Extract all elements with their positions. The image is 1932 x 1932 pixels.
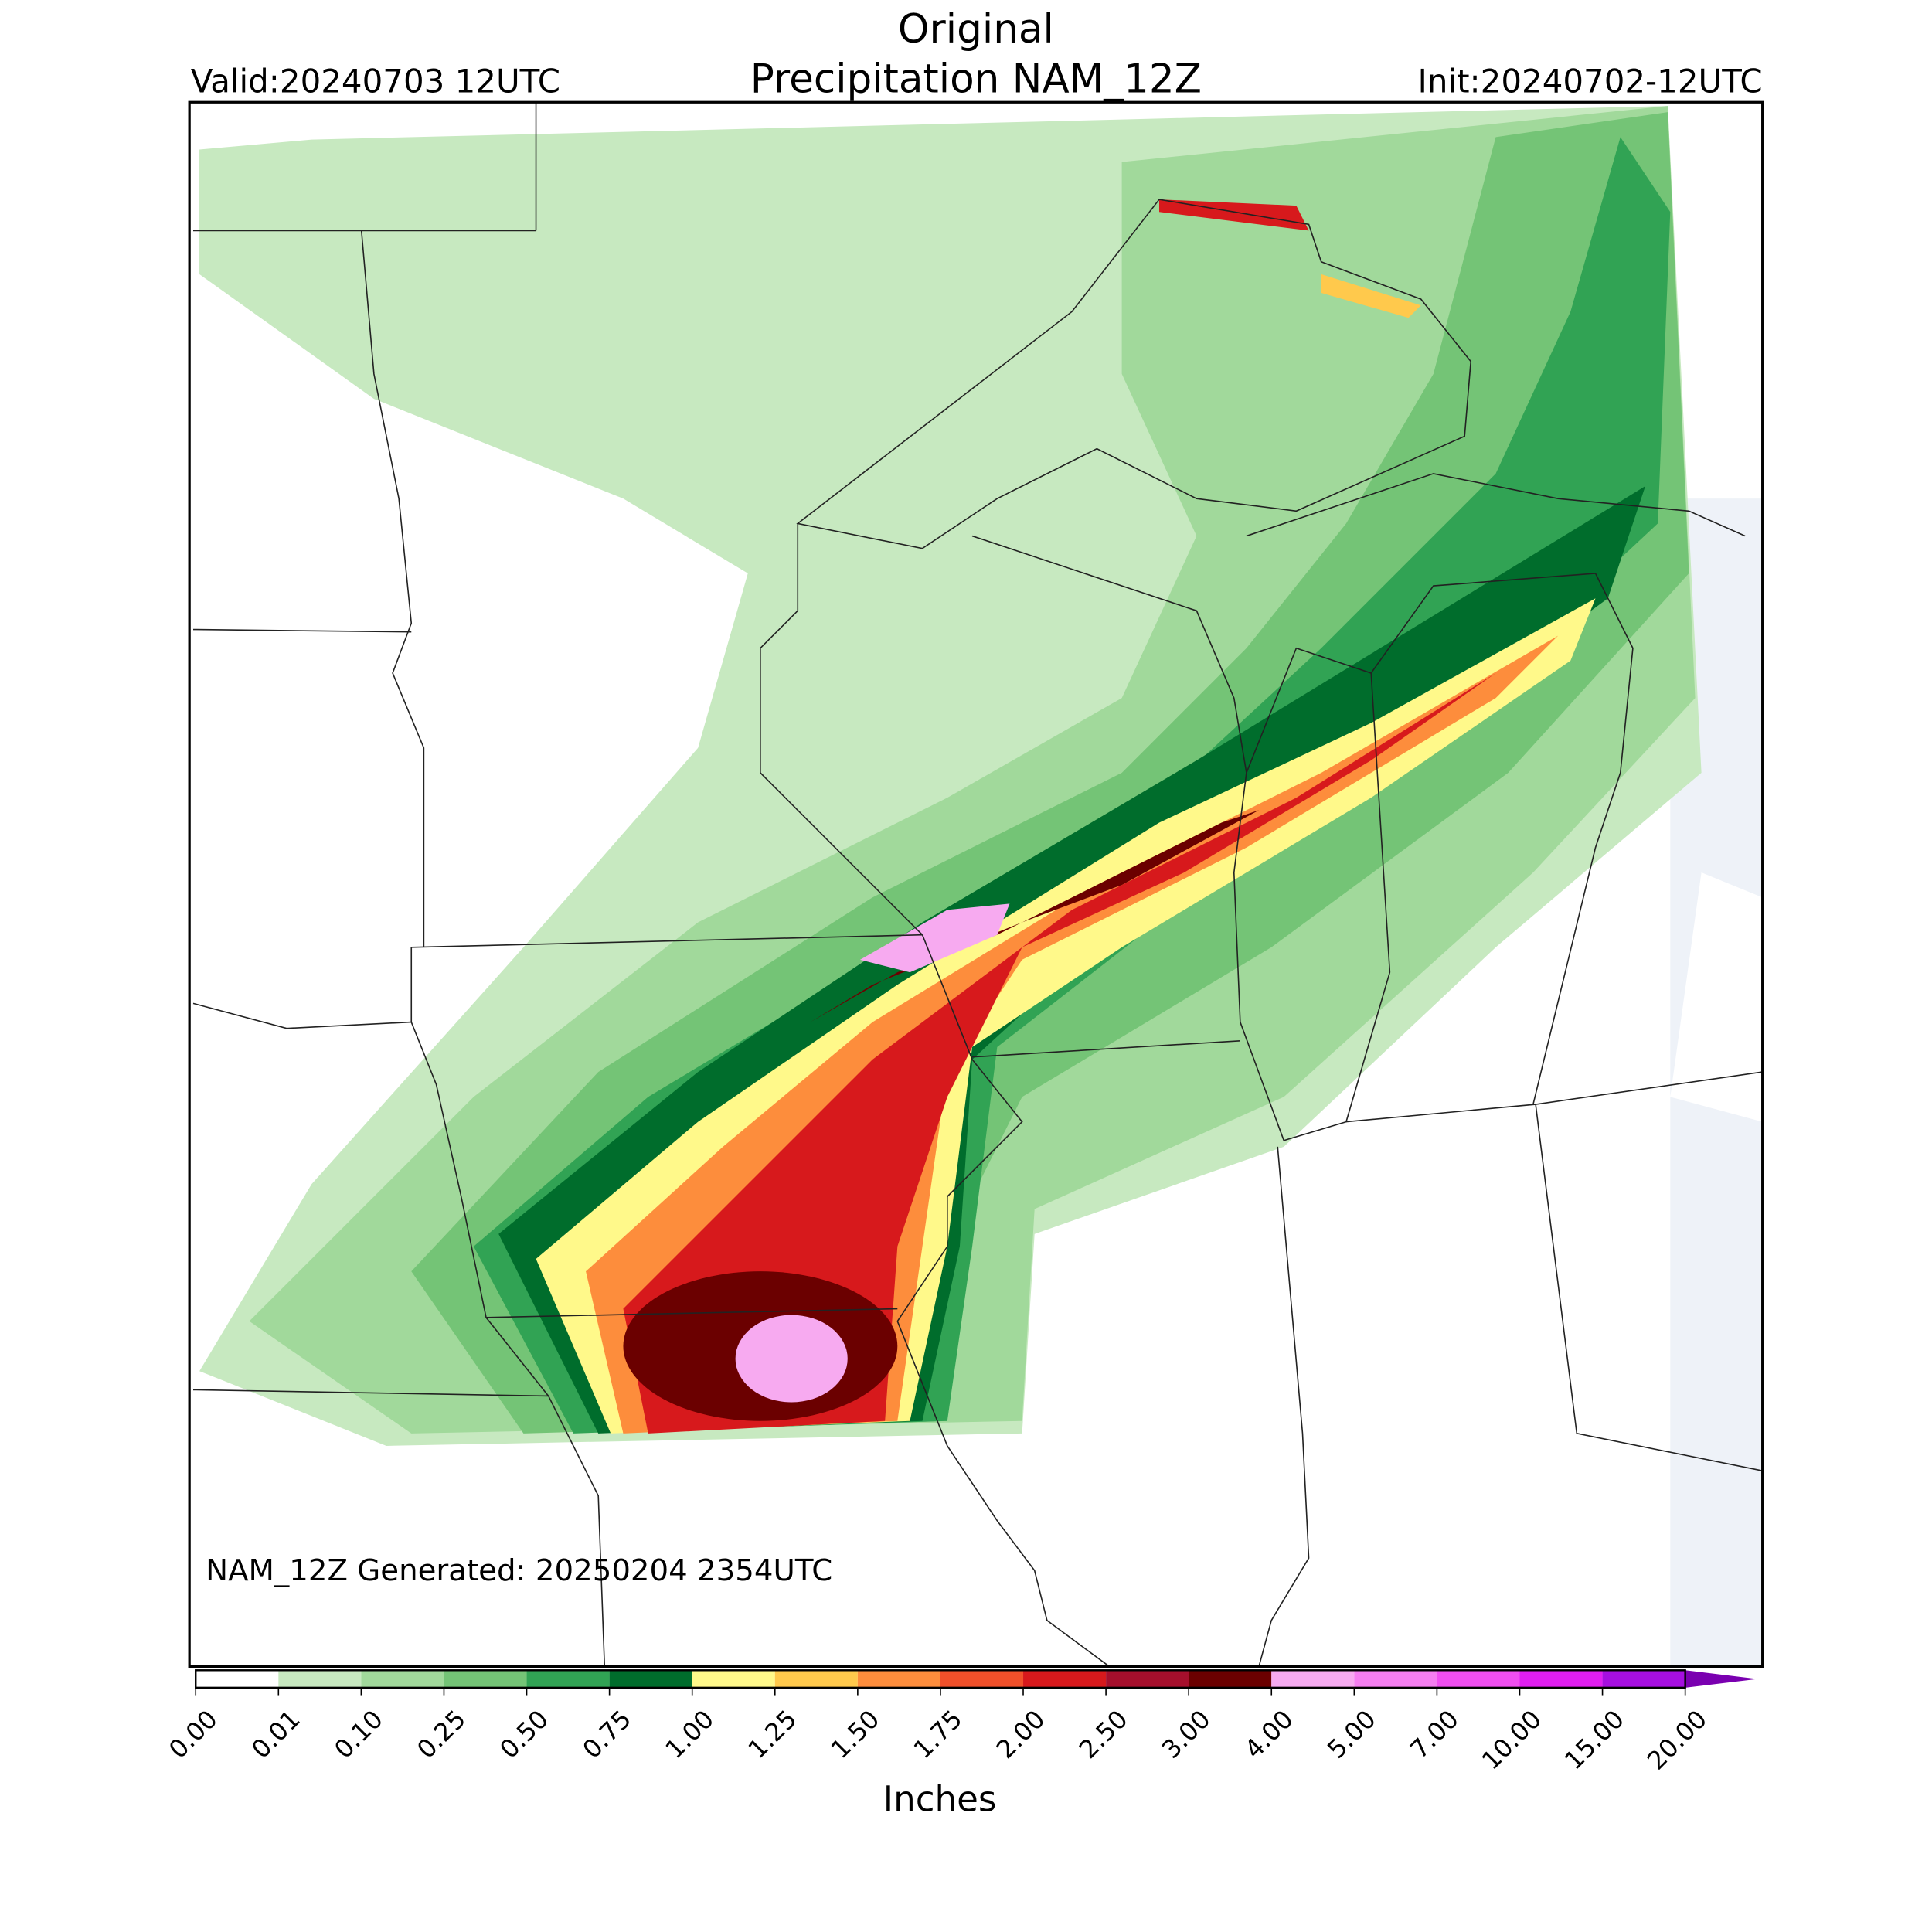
colorbar-tick-label: 1.75 xyxy=(908,1704,968,1764)
colorbar-tick-label: 0.50 xyxy=(494,1704,554,1764)
colorbar-bin xyxy=(278,1670,362,1688)
map: NAM_12Z Generated: 20250204 2354UTC xyxy=(188,100,1764,1668)
title: Original xyxy=(898,6,1054,53)
outside-domain xyxy=(1670,498,1763,1667)
colorbar-tick-label: 1.00 xyxy=(660,1704,720,1764)
state-border xyxy=(1345,1104,1763,1472)
colorbar-tick-label: 7.00 xyxy=(1404,1704,1464,1764)
colorbar-bin xyxy=(857,1670,940,1688)
colorbar-bin xyxy=(1106,1670,1189,1688)
state-border xyxy=(486,1308,898,1318)
state-border xyxy=(971,535,1247,774)
colorbar-extend xyxy=(1685,1670,1758,1688)
colorbar-tick-label: 4.00 xyxy=(1239,1704,1299,1764)
colorbar-bin xyxy=(774,1670,858,1688)
lake-superior xyxy=(796,199,1472,549)
colorbar-tick-label: 5.00 xyxy=(1321,1704,1382,1764)
init-time: Init:20240702-12UTC xyxy=(1418,62,1763,100)
state-border xyxy=(760,523,923,936)
colorbar-tick-label: 0.25 xyxy=(411,1704,471,1764)
colorbar-bin xyxy=(940,1670,1024,1688)
precip-north-streak xyxy=(1321,274,1421,318)
colorbar-tick-label: 2.00 xyxy=(991,1704,1051,1764)
colorbar-tick-label: 2.50 xyxy=(1073,1704,1134,1764)
colorbar-bin xyxy=(1023,1670,1107,1688)
state-border xyxy=(1370,573,1634,1105)
state-border xyxy=(972,1039,1240,1058)
precip-400-lobe xyxy=(859,903,1010,973)
colorbar-tick-label: 0.75 xyxy=(577,1704,638,1764)
colorbar-bin xyxy=(361,1670,444,1688)
precip-north-streak xyxy=(1159,199,1309,231)
state-border xyxy=(192,1002,412,1029)
map-frame xyxy=(188,100,1764,1668)
colorbar: 0.00 0.01 0.10 0.25 0.50 0.75 1.00 1.25 1.50 1.75… xyxy=(163,1669,1758,1776)
colorbar-tick-label: 1.25 xyxy=(743,1704,803,1764)
subtitle: Precipitation NAM_12Z xyxy=(750,56,1202,102)
colorbar-tick-label: 1.50 xyxy=(825,1704,886,1764)
precip-300 xyxy=(810,810,1260,1022)
colorbar-tick-label: 20.00 xyxy=(1641,1704,1713,1775)
colorbar-bin xyxy=(692,1670,775,1688)
lake-michigan xyxy=(1233,647,1391,1141)
colorbar-tick-label: 0.00 xyxy=(163,1704,223,1764)
state-border xyxy=(896,934,1110,1667)
colorbar-bin xyxy=(196,1670,279,1688)
state-border xyxy=(1246,473,1746,537)
state-border xyxy=(411,934,923,948)
state-border xyxy=(360,230,425,947)
precip-200 xyxy=(623,672,1496,1434)
colorbar-bin xyxy=(1519,1670,1603,1688)
colorbar-bin xyxy=(1189,1670,1272,1688)
state-border xyxy=(192,628,412,633)
colorbar-bin xyxy=(444,1670,527,1688)
colorbar-tick-label: 0.10 xyxy=(328,1704,389,1764)
colorbar-bin xyxy=(609,1670,692,1688)
colorbar-outline xyxy=(195,1669,1686,1689)
colorbar-tick-label: 0.01 xyxy=(246,1704,306,1764)
colorbar-bin xyxy=(1602,1670,1685,1688)
colorbar-bin xyxy=(526,1670,610,1688)
state-border xyxy=(1535,1071,1763,1105)
colorbar-tick-label: 15.00 xyxy=(1559,1704,1630,1775)
colorbar-label: Inches xyxy=(883,1779,997,1820)
state-border xyxy=(192,1389,549,1397)
precip-400-core xyxy=(735,1315,848,1403)
colorbar-bin xyxy=(1437,1670,1520,1688)
colorbar-tick-label: 10.00 xyxy=(1476,1704,1547,1775)
generated-note: NAM_12Z Generated: 20250204 2354UTC xyxy=(206,1553,832,1588)
colorbar-bin xyxy=(1354,1670,1437,1688)
colorbar-tick-label: 3.00 xyxy=(1156,1704,1216,1764)
state-border xyxy=(1258,1146,1310,1667)
valid-time: Valid:20240703 12UTC xyxy=(191,62,560,100)
colorbar-bin xyxy=(1271,1670,1355,1688)
